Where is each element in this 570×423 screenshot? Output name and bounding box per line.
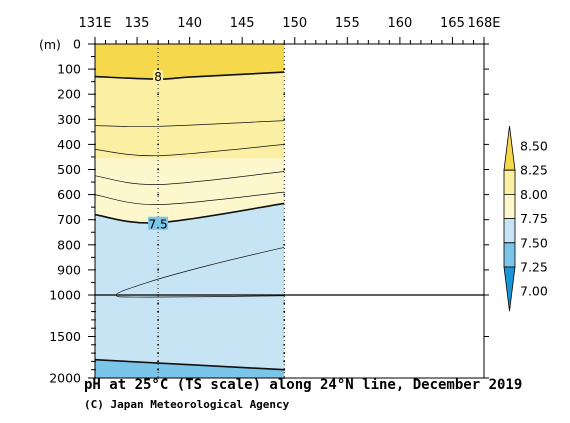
y-tick-label: 0 [73,37,81,52]
y-tick-label: 300 [57,112,81,127]
x-tick-label: 165 [440,16,465,31]
x-tick-label: 150 [282,16,307,31]
contour-line-7-8 [94,144,285,157]
y-tick-label: 500 [57,162,81,177]
colorbar-label: 7.50 [520,235,548,250]
ph-fill-layer [95,44,285,378]
y-tick-label: 700 [57,212,81,227]
station-sample-dot [283,310,286,313]
contour-line-7-9 [94,120,285,127]
ph-band-4 [95,359,285,378]
x-tick-label: 140 [177,16,202,31]
station-sample-dot [157,168,159,171]
colorbar-label: 7.00 [520,284,548,299]
y-tick-label: 400 [57,137,81,152]
station-sample-dot [157,68,159,70]
station-sample-dot [283,327,286,330]
station-sample-dot [157,343,159,346]
contour-line-8 [94,71,285,80]
x-tick-label: 160 [387,16,412,31]
y-tick-label: 1000 [49,288,81,303]
station-sample-dot [157,302,159,305]
y-axis-unit-label: (m) [39,37,61,52]
station-sample-dot [157,243,159,246]
contour-line-7-25 [94,358,285,371]
x-axis: 131E 135 140 145 150 155 160 165 168E [78,16,501,44]
station-sample-dot [157,310,159,313]
colorbar-label: 7.25 [520,260,548,275]
x-tick-label: 155 [335,16,360,31]
station-sample-dot [283,302,286,305]
contour-label-bg [153,70,164,84]
colorbar-label: 8.25 [520,163,548,178]
station-sample-dot [283,343,286,346]
plot-border [94,43,485,379]
colorbar-segment [503,194,516,219]
contour-line-7-4 [115,246,285,298]
x-tick-label: 168E [467,16,500,31]
station-sample-dot [283,68,286,70]
colorbar-label: 8.00 [520,187,548,202]
y-tick-label: 900 [57,262,81,277]
station-sample-dot [283,193,286,196]
ph-band-3 [95,203,285,378]
x-tick-label: 135 [125,16,150,31]
station-sample-dot [157,368,159,371]
y-tick-label: 1500 [49,329,81,344]
plot-frame [94,43,485,379]
station-sample-dot [157,319,159,321]
y-axis: 0 100 200 300 400 500 600 700 800 900 1000 1500 2000… [39,37,489,386]
y-tick-label: 800 [57,237,81,252]
chart-credit: (C) Japan Meteorological Agency [84,398,290,411]
station-sample-dot [157,327,159,330]
contour-label-bg [148,216,169,230]
station-sample-dot [157,360,159,363]
station-sample-dot [283,93,286,96]
contour-label-8: 8 [154,70,162,84]
y-tick-label: 200 [57,87,81,102]
station-sample-dot [283,352,286,354]
contour-line-7-7 [94,171,285,185]
y-tick-label: 100 [57,62,81,77]
station-sample-dot [157,118,159,121]
station-sample-dot [283,269,286,271]
colorbar-label: 7.75 [520,211,548,226]
station-sample-dot [283,335,286,338]
colorbar-segment [503,169,516,195]
station-sample-dot [157,143,159,146]
station-sample-dot [283,168,286,171]
station-sample-dot [283,319,286,321]
chart-title: pH at 25°C (TS scale) along 24°N line, D… [84,377,523,393]
colorbar-segment [503,218,516,244]
station-sample-dot [157,335,159,338]
station-sample-dot [157,269,159,271]
contour-line-7-6 [94,191,285,205]
colorbar-label: 8.50 [520,139,548,154]
contour-label-layer: 87.5 [148,70,169,232]
station-sample-dot [283,243,286,246]
colorbar-segment [503,125,516,171]
station-sample-dot [283,118,286,121]
colorbar-segment [503,266,516,312]
x-tick-label: 145 [230,16,255,31]
station-sample-dot [283,368,286,371]
colorbar-segment [503,242,516,268]
contour-label-7-5: 7.5 [149,218,168,232]
y-tick-label: 600 [57,187,81,202]
station-sample-dot [283,143,286,146]
station-sample-dot [283,360,286,363]
station-sample-dot [157,193,159,196]
station-sample-dot [283,218,286,221]
colorbar: 8.50 8.25 8.00 7.75 7.50 7.25 7.00 [503,125,548,312]
station-sample-dot [157,352,159,354]
y-tick-label: 2000 [49,371,81,386]
station-sample-dot [157,93,159,96]
x-tick-label: 131E [78,16,111,31]
